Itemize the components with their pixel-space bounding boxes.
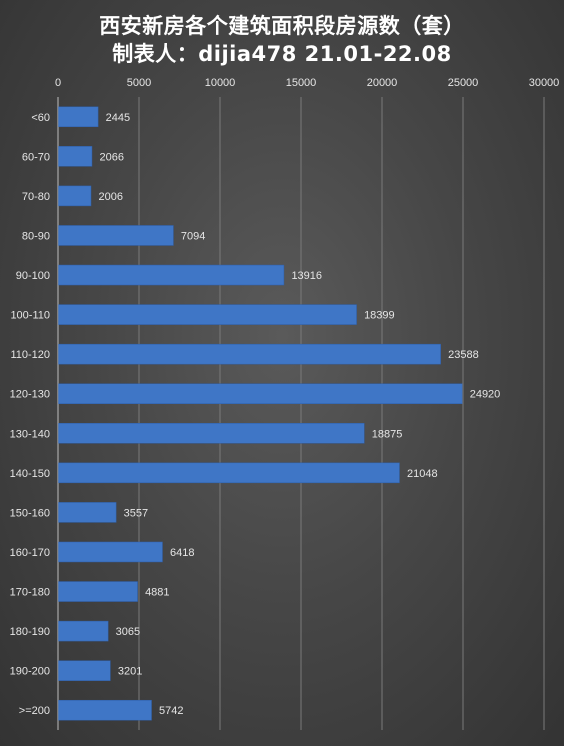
- bar: [58, 541, 163, 563]
- data-label: 6418: [170, 547, 194, 559]
- x-tick-label: 15000: [286, 77, 317, 89]
- data-label: 3557: [124, 507, 148, 519]
- data-label: 24920: [470, 389, 501, 401]
- category-label: 140-150: [10, 468, 50, 480]
- data-label: 5742: [159, 705, 183, 717]
- bar: [58, 146, 93, 167]
- category-label: 180-190: [10, 626, 50, 638]
- category-label: <60: [31, 112, 50, 124]
- bar: [58, 383, 463, 404]
- data-label: 23588: [448, 349, 479, 361]
- category-label: 130-140: [10, 428, 50, 440]
- bar: [58, 462, 400, 484]
- bar: [58, 185, 92, 207]
- bar: [58, 264, 285, 286]
- bar: [58, 304, 357, 325]
- category-label: 110-120: [10, 349, 50, 361]
- category-label: 160-170: [10, 547, 50, 559]
- data-label: 2445: [106, 112, 130, 124]
- data-label: 3201: [118, 666, 142, 678]
- x-tick-label: 0: [55, 77, 61, 89]
- category-label: 70-80: [22, 191, 50, 203]
- data-label: 2006: [98, 191, 122, 203]
- chart-subtitle: 制表人：dijia478 21.01-22.08: [112, 42, 452, 66]
- bar: [58, 620, 109, 642]
- data-label: 3065: [116, 626, 140, 638]
- category-label: >=200: [19, 705, 50, 717]
- x-tick-label: 20000: [367, 77, 398, 89]
- data-label: 18875: [372, 428, 403, 440]
- category-label: 170-180: [10, 587, 50, 599]
- data-label: 7094: [181, 230, 205, 242]
- bar: [58, 343, 441, 365]
- data-label: 2066: [99, 151, 123, 163]
- x-tick-label: 25000: [448, 77, 479, 89]
- bar: [58, 581, 138, 602]
- data-label: 18399: [364, 310, 395, 322]
- x-tick-label: 5000: [127, 77, 151, 89]
- data-label: 4881: [145, 587, 169, 599]
- data-label: 21048: [407, 468, 438, 480]
- bar: [58, 699, 152, 721]
- bar: [58, 502, 117, 523]
- category-label: 100-110: [10, 310, 50, 322]
- category-label: 90-100: [16, 270, 50, 282]
- category-label: 60-70: [22, 151, 50, 163]
- category-label: 150-160: [10, 507, 50, 519]
- x-tick-label: 30000: [529, 77, 560, 89]
- category-label: 190-200: [10, 666, 50, 678]
- data-label: 13916: [291, 270, 322, 282]
- bar: [58, 423, 365, 444]
- category-label: 80-90: [22, 230, 50, 242]
- chart-title: 西安新房各个建筑面积段房源数（套）: [99, 14, 465, 38]
- bar: [58, 106, 99, 128]
- category-label: 120-130: [10, 389, 50, 401]
- x-tick-label: 10000: [205, 77, 236, 89]
- bar: [58, 225, 174, 246]
- bar: [58, 660, 111, 681]
